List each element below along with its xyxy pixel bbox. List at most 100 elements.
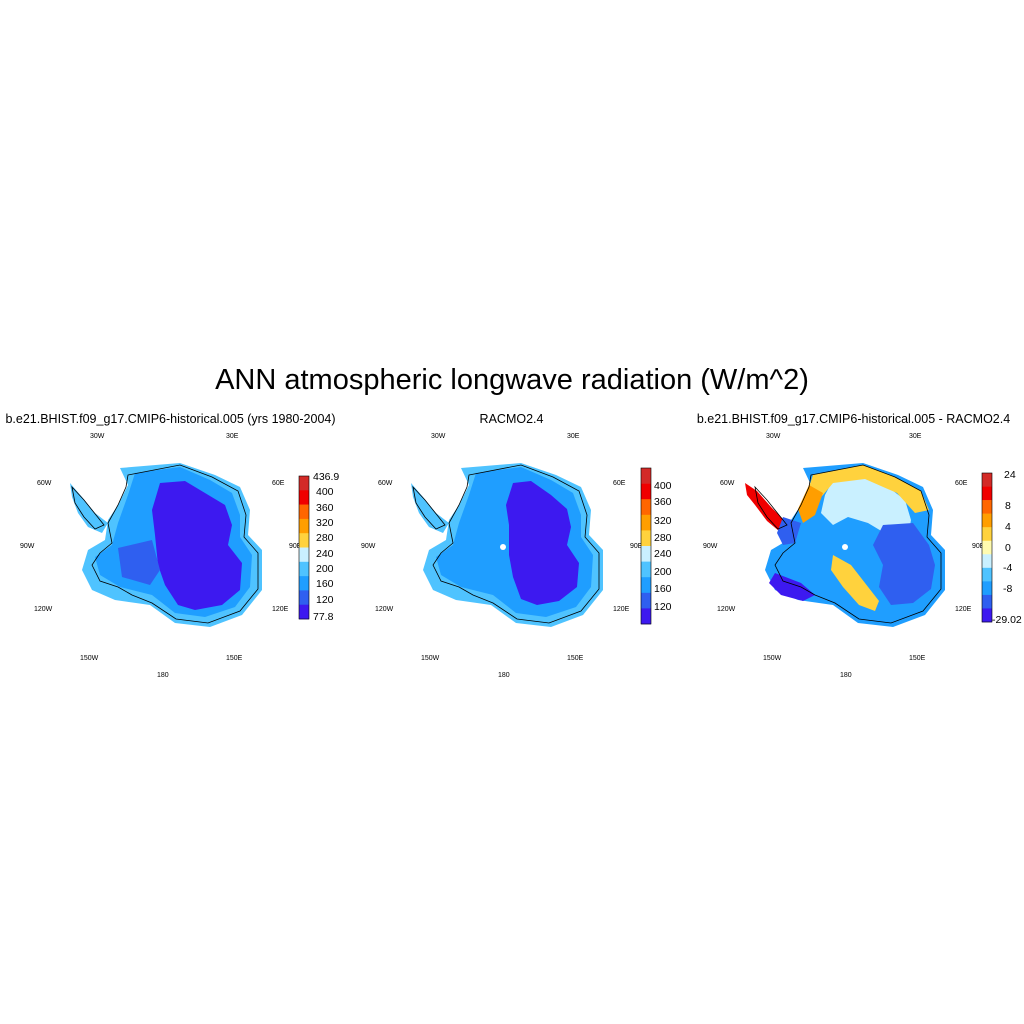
colorbar-swatch <box>641 608 651 625</box>
lon-150e: 150E <box>567 655 584 662</box>
lon-180: 180 <box>840 672 852 679</box>
panel-difference: b.e21.BHIST.f09_g17.CMIP6-historical.005… <box>683 405 1024 695</box>
lon-180: 180 <box>157 672 169 679</box>
colorbar-swatch <box>641 468 651 484</box>
colorbar-swatch <box>299 547 309 563</box>
colorbar-swatch <box>299 561 309 577</box>
colorbar-label: 360 <box>654 496 672 508</box>
lon-120e: 120E <box>272 606 289 613</box>
colorbar-swatch <box>982 540 992 555</box>
region-high <box>506 481 579 605</box>
colorbar <box>640 467 652 625</box>
colorbar-swatch <box>641 592 651 609</box>
colorbar-swatch <box>982 567 992 582</box>
colorbar-swatch <box>641 561 651 578</box>
colorbar-label: 240 <box>654 548 672 560</box>
colorbar-label: 120 <box>316 594 334 606</box>
colorbar-label: 77.8 <box>313 611 334 623</box>
lon-60w: 60W <box>720 480 735 487</box>
region-ross <box>118 540 160 585</box>
lon-90w: 90W <box>703 543 718 550</box>
map-difference: 30W 30E 60W 60E 90W 90E 120W 120E 150W 1… <box>703 433 1022 679</box>
region-warm-peninsula <box>745 483 787 531</box>
colorbar-label: 4 <box>1005 521 1011 533</box>
colorbar-label: 400 <box>316 486 334 498</box>
lon-60e: 60E <box>613 480 626 487</box>
lon-30w: 30W <box>90 433 105 440</box>
colorbar-label: -8 <box>1003 583 1012 595</box>
region-warm-coast-north <box>807 465 929 513</box>
colorbar-label: 200 <box>654 566 672 578</box>
panel-racmo: RACMO2.4 30W 30E 60W 60E 90W 90E 120W 12… <box>341 405 682 695</box>
lon-60w: 60W <box>378 480 393 487</box>
colorbar-label: 160 <box>316 578 334 590</box>
region-cold-west-coast <box>769 573 815 601</box>
colorbar-label: 8 <box>1005 500 1011 512</box>
colorbar-swatch <box>982 594 992 609</box>
colorbar-label: 400 <box>654 480 672 492</box>
lon-30e: 30E <box>226 433 239 440</box>
colorbar-swatch <box>982 513 992 528</box>
colorbar-label: 320 <box>654 515 672 527</box>
map-racmo: 30W 30E 60W 60E 90W 90E 120W 120E 150W 1… <box>361 433 672 679</box>
colorbar-label: 360 <box>316 502 334 514</box>
colorbar-swatch <box>982 581 992 596</box>
colorbar-swatch <box>641 577 651 594</box>
region-cold-east <box>873 523 935 605</box>
colorbar-swatch <box>299 576 309 591</box>
region-high <box>152 481 242 610</box>
colorbar-swatch <box>299 504 309 520</box>
map-model: 30W 30E 60W 60E 90W 90E 120W 120E 150W 1… <box>20 433 339 679</box>
region-warm-ross-edge <box>831 555 879 611</box>
lon-150w: 150W <box>80 655 99 662</box>
panel-title: b.e21.BHIST.f09_g17.CMIP6-historical.005… <box>696 412 1011 426</box>
lon-150w: 150W <box>763 655 782 662</box>
colorbar-label: 0 <box>1005 542 1011 554</box>
colorbar-swatch <box>982 473 992 487</box>
lon-150e: 150E <box>226 655 243 662</box>
colorbar-swatch <box>299 590 309 605</box>
colorbar-swatch <box>641 546 651 562</box>
colorbar-swatch <box>982 486 992 501</box>
colorbar-swatch <box>982 608 992 623</box>
colorbar-swatch <box>299 476 309 491</box>
colorbar-swatch <box>641 530 651 547</box>
lon-60e: 60E <box>955 480 968 487</box>
panel-model: b.e21.BHIST.f09_g17.CMIP6-historical.005… <box>0 405 341 695</box>
lon-120w: 120W <box>34 606 53 613</box>
lon-90w: 90W <box>20 543 35 550</box>
colorbar-label: 160 <box>654 583 672 595</box>
lon-60w: 60W <box>37 480 52 487</box>
lon-120e: 120E <box>955 606 972 613</box>
lon-labels: 30W 30E 60W 60E 90W 90E 120W 120E 150W 1… <box>703 433 985 679</box>
lon-90e: 90E <box>630 543 643 550</box>
colorbar-swatch <box>641 483 651 500</box>
colorbar-swatch <box>982 527 992 542</box>
antarctica-map <box>745 463 945 627</box>
lon-150w: 150W <box>421 655 440 662</box>
colorbar <box>298 475 310 620</box>
lon-150e: 150E <box>909 655 926 662</box>
colorbar-label: -29.02 <box>992 614 1022 626</box>
lon-labels: 30W 30E 60W 60E 90W 90E 120W 120E 150W 1… <box>20 433 302 679</box>
lon-90w: 90W <box>361 543 376 550</box>
colorbar-labels: 436.9 400 360 320 280 240 200 160 120 77… <box>313 471 339 623</box>
colorbar-label: 24 <box>1004 469 1016 481</box>
colorbar-swatch <box>641 514 651 531</box>
panel-title: RACMO2.4 <box>479 412 544 426</box>
colorbar-swatch <box>982 554 992 569</box>
colorbar-swatch <box>641 499 651 516</box>
pole-marker <box>842 544 848 550</box>
lon-120e: 120E <box>613 606 630 613</box>
colorbar-label: -4 <box>1003 562 1012 574</box>
coastline <box>71 464 259 624</box>
colorbar <box>981 472 993 623</box>
lon-120w: 120W <box>717 606 736 613</box>
antarctica-map <box>411 463 603 627</box>
lon-30w: 30W <box>431 433 446 440</box>
colorbar-label: 120 <box>654 601 672 613</box>
lon-labels: 30W 30E 60W 60E 90W 90E 120W 120E 150W 1… <box>361 433 643 679</box>
lon-120w: 120W <box>375 606 394 613</box>
colorbar-label: 280 <box>654 532 672 544</box>
antarctica-map <box>70 463 262 627</box>
